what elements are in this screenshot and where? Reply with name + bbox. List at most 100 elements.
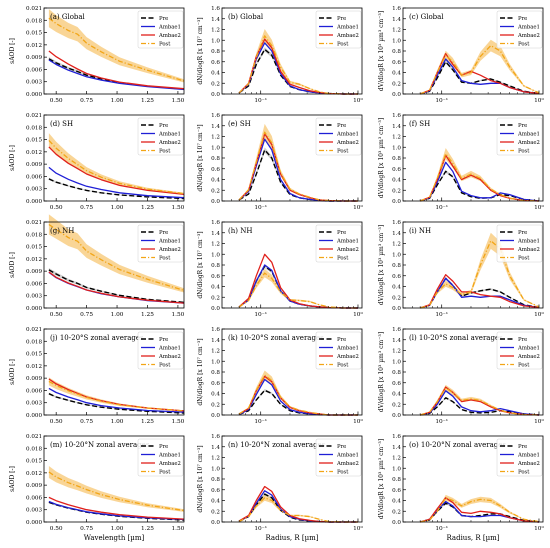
- band-post: [420, 232, 539, 308]
- x-tick-label: 0.75: [80, 98, 93, 104]
- panel-title: (n) 10-20°N zonal averages: [228, 441, 326, 449]
- y-tick-label: 0.8: [211, 156, 220, 162]
- series-line-pre: [238, 493, 358, 523]
- y-tick-label: 0.4: [211, 71, 220, 77]
- series-line-post: [238, 374, 358, 416]
- series-line-post: [48, 139, 185, 195]
- panel-f: 0.0 0.2 0.4 0.6 0.8 1.0 1.2 1.4 1.6 10⁻¹ 10⁰ (f) SH…: [378, 113, 544, 211]
- y-tick-label: 0.0: [392, 520, 401, 526]
- y-axis-label: dN/dlogR [x 10⁷ cm⁻³]: [197, 17, 204, 84]
- band-post: [420, 384, 539, 415]
- legend-label-post: Post: [518, 149, 530, 155]
- y-tick-label: 0.8: [211, 370, 220, 376]
- series-line-ambae1: [48, 166, 185, 199]
- y-tick-label: 0.012: [26, 257, 42, 263]
- band-pre: [48, 501, 185, 521]
- y-tick-label: 0.0: [211, 413, 220, 419]
- legend-label-ambae2: Ambae2: [336, 354, 359, 360]
- y-tick-label: 1.0: [392, 359, 401, 365]
- panel-title: (o) 10-20°N zonal averages: [409, 441, 506, 449]
- y-tick-label: 0.009: [26, 483, 42, 489]
- band-post: [48, 133, 185, 195]
- legend-label-post: Post: [337, 470, 349, 476]
- y-tick-label: 0.015: [26, 352, 42, 358]
- legend-label-post: Post: [337, 363, 349, 369]
- x-tick-label: 0.50: [50, 98, 63, 104]
- x-tick-label: 1.00: [111, 312, 124, 318]
- panel-a: 0.000 0.003 0.006 0.009 0.012 0.015 0.018 0.021…: [9, 6, 185, 104]
- legend-label-pre: Pre: [518, 230, 527, 236]
- band-post: [239, 123, 358, 201]
- panel-k: 0.0 0.2 0.4 0.6 0.8 1.0 1.2 1.4 1.6 10⁻¹ 10⁰ (k) 10…: [197, 327, 363, 425]
- legend-label-ambae2: Ambae2: [158, 247, 181, 253]
- y-tick-label: 0.0: [392, 199, 401, 205]
- legend-label-ambae1: Ambae1: [336, 239, 359, 245]
- x-tick-label: 0.75: [80, 419, 93, 425]
- band-pre: [239, 492, 358, 522]
- legend-box: [496, 438, 543, 477]
- x-tick-label: 10⁻¹: [435, 418, 448, 425]
- band-post: [48, 214, 185, 293]
- y-tick-label: 0.8: [392, 49, 401, 55]
- y-tick-label: 0.2: [211, 81, 220, 87]
- y-tick-label: 0.015: [26, 138, 42, 144]
- y-tick-label: 1.6: [211, 6, 220, 12]
- y-axis-label: dN/dlogR [x 10⁷ cm⁻³]: [197, 338, 204, 405]
- y-tick-label: 1.4: [211, 17, 220, 23]
- y-tick-label: 0.021: [26, 113, 42, 119]
- y-tick-label: 1.2: [211, 456, 220, 462]
- series-line-ambae2: [48, 271, 185, 304]
- panel-title: (e) SH: [228, 120, 251, 128]
- legend-label-pre: Pre: [159, 337, 168, 343]
- y-tick-label: 1.4: [392, 124, 401, 130]
- x-tick-label: 10⁻¹: [435, 311, 448, 318]
- y-tick-label: 0.003: [26, 80, 42, 86]
- y-tick-label: 1.2: [392, 28, 401, 34]
- x-tick-label: 10⁻¹: [254, 418, 267, 425]
- legend-box: [496, 117, 543, 156]
- series-line-post: [419, 44, 540, 95]
- y-tick-label: 1.0: [392, 38, 401, 44]
- axes-frame: [43, 435, 185, 523]
- panel-title: (i) NH: [409, 227, 431, 235]
- y-tick-label: 0.0: [211, 306, 220, 312]
- panel-title: (b) Global: [228, 13, 264, 21]
- legend-label-post: Post: [159, 256, 171, 262]
- y-tick-label: 0.0: [211, 92, 220, 98]
- band-post: [239, 29, 358, 94]
- y-tick-label: 0.012: [26, 471, 42, 477]
- legend-label-pre: Pre: [518, 16, 527, 22]
- band-post: [239, 268, 358, 308]
- legend-label-pre: Pre: [159, 230, 168, 236]
- legend-label-post: Post: [337, 256, 349, 262]
- x-tick-label: 10⁰: [353, 204, 363, 211]
- y-tick-label: 0.2: [392, 509, 401, 515]
- legend-box: [137, 224, 184, 263]
- series-line-ambae1: [48, 271, 185, 304]
- x-tick-label: 1.50: [171, 526, 184, 532]
- y-tick-label: 0.0: [211, 520, 220, 526]
- legend-label-pre: Pre: [159, 123, 168, 129]
- y-axis-label: dV/dlogR [x 10³ µm³ cm⁻³]: [378, 332, 385, 412]
- y-tick-label: 1.0: [392, 466, 401, 472]
- series-line-ambae1: [48, 387, 185, 413]
- x-tick-label: 10⁻¹: [254, 204, 267, 211]
- y-tick-label: 0.6: [392, 488, 401, 494]
- y-tick-label: 0.000: [26, 199, 42, 205]
- y-tick-label: 1.6: [392, 113, 401, 119]
- y-tick-label: 0.8: [392, 263, 401, 269]
- panel-d: 0.000 0.003 0.006 0.009 0.012 0.015 0.018 0.021…: [9, 113, 185, 211]
- series-line-post: [419, 497, 540, 523]
- y-tick-label: 1.6: [211, 113, 220, 119]
- legend-label-ambae1: Ambae1: [336, 346, 359, 352]
- x-tick-label: 10⁰: [353, 97, 363, 104]
- y-tick-label: 1.2: [392, 242, 401, 248]
- panel-i: 0.0 0.2 0.4 0.6 0.8 1.0 1.2 1.4 1.6 10⁻¹ 10⁰ (i) NH…: [378, 220, 544, 318]
- x-tick-label: 10⁰: [353, 311, 363, 318]
- band-post: [48, 9, 185, 83]
- axes-frame: [43, 114, 185, 202]
- series-line-pre: [419, 502, 540, 523]
- legend-label-post: Post: [337, 149, 349, 155]
- y-tick-label: 0.009: [26, 162, 42, 168]
- legend-label-post: Post: [518, 256, 530, 262]
